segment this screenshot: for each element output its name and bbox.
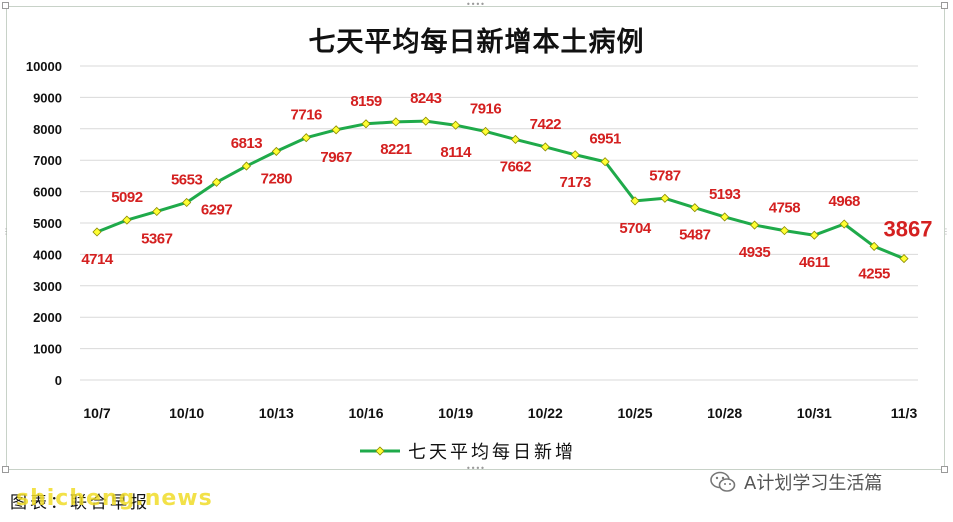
data-point xyxy=(211,177,222,187)
data-point xyxy=(749,220,760,230)
source-caption: 图表：联合早报 xyxy=(10,493,150,513)
y-tick-label: 1000 xyxy=(33,342,62,357)
x-tick-label: 10/22 xyxy=(528,405,563,421)
x-tick-label: 11/3 xyxy=(891,405,918,421)
chart-frame xyxy=(6,6,945,470)
data-label: 8114 xyxy=(440,144,472,161)
resize-handle[interactable] xyxy=(941,2,948,9)
data-label: 7916 xyxy=(470,100,502,117)
x-tick-label: 10/31 xyxy=(797,405,832,421)
resize-handle[interactable] xyxy=(2,466,9,473)
data-point xyxy=(779,226,790,236)
data-point xyxy=(421,116,431,126)
data-label: 7280 xyxy=(261,170,293,187)
wechat-icon xyxy=(710,471,736,492)
data-point xyxy=(391,117,401,127)
data-label: 5487 xyxy=(679,227,711,244)
data-point xyxy=(869,241,879,251)
resize-handle[interactable] xyxy=(2,2,9,9)
series-line xyxy=(96,119,905,260)
data-point xyxy=(241,161,252,171)
data-label: 5367 xyxy=(141,230,173,247)
y-tick-label: 9000 xyxy=(33,90,62,105)
watermark-text: shicheng.news xyxy=(16,486,213,511)
resize-handle[interactable]: •••• xyxy=(466,464,485,473)
wechat-account-name: A计划学习生活篇 xyxy=(744,473,883,494)
data-point xyxy=(271,146,281,156)
data-label: 5787 xyxy=(649,167,681,184)
data-point xyxy=(92,227,102,237)
data-point xyxy=(122,215,132,225)
data-label: 6813 xyxy=(231,135,263,152)
data-label: 6951 xyxy=(589,131,621,148)
data-point xyxy=(361,119,371,129)
y-tick-label: 6000 xyxy=(33,185,62,200)
data-label: 8159 xyxy=(350,93,382,110)
data-label: 8243 xyxy=(410,90,442,107)
resize-handle[interactable]: ⋮ xyxy=(2,227,10,236)
y-tick-label: 5000 xyxy=(33,216,62,231)
data-point xyxy=(899,254,909,264)
data-label: 6297 xyxy=(201,201,233,218)
data-label: 8221 xyxy=(380,141,412,158)
data-point xyxy=(570,150,580,160)
x-tick-label: 10/19 xyxy=(438,405,473,421)
data-label: 7173 xyxy=(560,174,592,191)
data-point xyxy=(600,157,610,167)
data-label: 4935 xyxy=(739,244,771,261)
resize-handle[interactable] xyxy=(941,466,948,473)
data-label: 4968 xyxy=(829,193,861,210)
y-tick-label: 2000 xyxy=(33,310,62,325)
data-label: 4611 xyxy=(799,254,830,271)
data-label: 4714 xyxy=(81,251,114,268)
data-label: 4255 xyxy=(858,265,890,282)
data-point xyxy=(331,125,341,135)
data-label: 5193 xyxy=(709,186,741,203)
data-label: 7422 xyxy=(530,116,562,133)
y-tick-label: 10000 xyxy=(26,59,62,74)
y-tick-label: 0 xyxy=(55,373,62,388)
data-point xyxy=(809,230,819,240)
x-tick-label: 10/7 xyxy=(83,405,110,421)
y-tick-label: 7000 xyxy=(33,153,62,168)
data-point xyxy=(480,126,491,137)
data-label: 5092 xyxy=(111,189,143,206)
x-tick-label: 10/25 xyxy=(617,405,652,421)
data-point xyxy=(720,212,730,222)
data-point xyxy=(301,133,311,143)
data-label: 7662 xyxy=(500,158,532,175)
data-label: 3867 xyxy=(884,217,933,242)
resize-handle[interactable]: •••• xyxy=(466,0,485,9)
data-point xyxy=(690,203,700,213)
data-point xyxy=(510,134,521,144)
x-tick-label: 10/10 xyxy=(169,405,204,421)
data-point xyxy=(451,120,461,130)
data-point xyxy=(660,193,670,203)
y-tick-label: 8000 xyxy=(33,122,62,137)
x-tick-label: 10/13 xyxy=(259,405,294,421)
data-point xyxy=(540,142,550,152)
y-tick-label: 4000 xyxy=(33,247,62,262)
wechat-account: A计划学习生活篇 xyxy=(710,468,882,496)
legend-marker xyxy=(375,446,385,456)
x-tick-label: 10/16 xyxy=(348,405,383,421)
legend-label: 七天平均每日新增 xyxy=(408,442,576,463)
data-label: 5653 xyxy=(171,171,203,188)
y-tick-label: 3000 xyxy=(33,279,62,294)
data-point xyxy=(839,219,849,229)
data-point xyxy=(630,196,640,206)
chart-title: 七天平均每日新增本土病例 xyxy=(308,27,645,58)
data-label: 7967 xyxy=(320,149,352,166)
data-label: 4758 xyxy=(769,200,801,217)
data-point xyxy=(152,206,162,217)
data-label: 7716 xyxy=(291,107,323,124)
x-tick-label: 10/28 xyxy=(707,405,742,421)
resize-handle[interactable]: ⋮ xyxy=(942,227,950,236)
data-label: 5704 xyxy=(619,220,652,237)
data-point xyxy=(182,197,192,208)
